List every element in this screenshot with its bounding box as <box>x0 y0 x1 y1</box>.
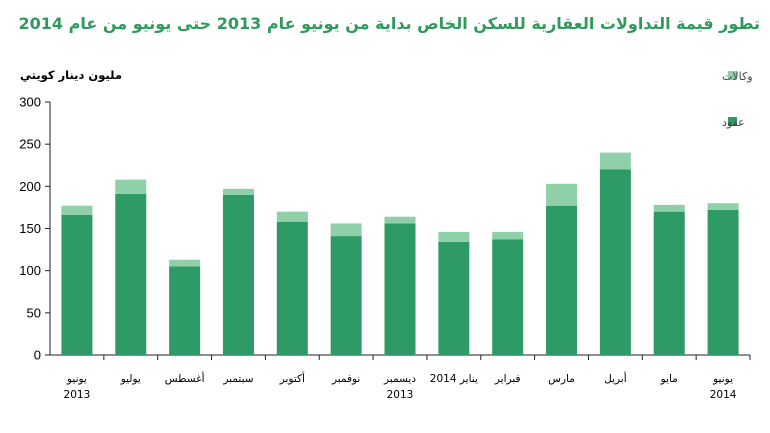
bar-segment-contracts <box>169 266 201 355</box>
bar-segment-agencies <box>653 204 685 212</box>
y-tick-label: 50 <box>27 305 41 320</box>
legend-label: عقود <box>722 116 745 129</box>
bar-segment-contracts <box>707 209 739 355</box>
x-tick-label: أكتوبر <box>279 371 305 385</box>
bar-segment-agencies <box>222 188 254 195</box>
bar-segment-agencies <box>599 152 631 170</box>
bar-segment-contracts <box>546 205 578 355</box>
x-tick-label: مايو <box>660 373 678 385</box>
bar-segment-agencies <box>61 205 93 216</box>
x-tick-label: 2014 <box>710 389 737 401</box>
bar-segment-contracts <box>330 236 362 355</box>
bar-segment-contracts <box>384 223 416 355</box>
y-tick-label: 0 <box>34 348 41 363</box>
y-tick-label: 100 <box>19 263 41 278</box>
legend-label: وكالات <box>722 70 753 83</box>
bar-segment-agencies <box>276 211 308 222</box>
y-axis-unit-label: مليون دينار كويتي <box>20 68 122 82</box>
x-tick-label: أغسطس <box>165 371 205 385</box>
x-tick-label: ديسمبر <box>383 373 416 385</box>
x-tick-label: يوليو <box>120 373 141 385</box>
y-tick-label: 300 <box>19 95 41 110</box>
bar-segment-agencies <box>438 231 470 242</box>
bar-segment-contracts <box>276 221 308 355</box>
bar-segment-agencies <box>330 223 362 237</box>
x-tick-label: مارس <box>548 373 575 385</box>
y-tick-label: 200 <box>19 179 41 194</box>
bar-segment-agencies <box>492 231 524 240</box>
x-tick-label: يونيو <box>712 373 733 385</box>
x-tick-label: نوفمبر <box>331 373 360 385</box>
bar-segment-contracts <box>438 241 470 355</box>
x-tick-label: سبتمبر <box>222 373 253 385</box>
bar-segment-contracts <box>599 169 631 355</box>
x-tick-label: يناير 2014 <box>430 373 478 385</box>
bar-segment-agencies <box>169 259 201 267</box>
bar-segment-contracts <box>61 215 93 355</box>
legend-swatch <box>728 71 737 80</box>
bar-segment-agencies <box>546 183 578 206</box>
x-tick-label: أبريل <box>604 371 627 385</box>
y-tick-label: 150 <box>19 221 41 236</box>
bar-segment-agencies <box>384 216 416 224</box>
x-tick-label: يونيو <box>66 373 87 385</box>
bar-segment-contracts <box>222 194 254 355</box>
x-tick-label: 2013 <box>387 389 414 401</box>
bar-segment-contracts <box>115 193 147 355</box>
bar-segment-agencies <box>115 179 147 194</box>
bar-segment-contracts <box>653 211 685 355</box>
bar-segment-contracts <box>492 239 524 355</box>
bar-segment-agencies <box>707 203 739 210</box>
chart-title: تطور قيمة التداولات العقارية للسكن الخاص… <box>18 14 760 33</box>
x-tick-label: 2013 <box>64 389 91 401</box>
legend-swatch <box>728 117 737 126</box>
x-tick-label: فبراير <box>494 373 521 385</box>
y-tick-label: 250 <box>19 137 41 152</box>
